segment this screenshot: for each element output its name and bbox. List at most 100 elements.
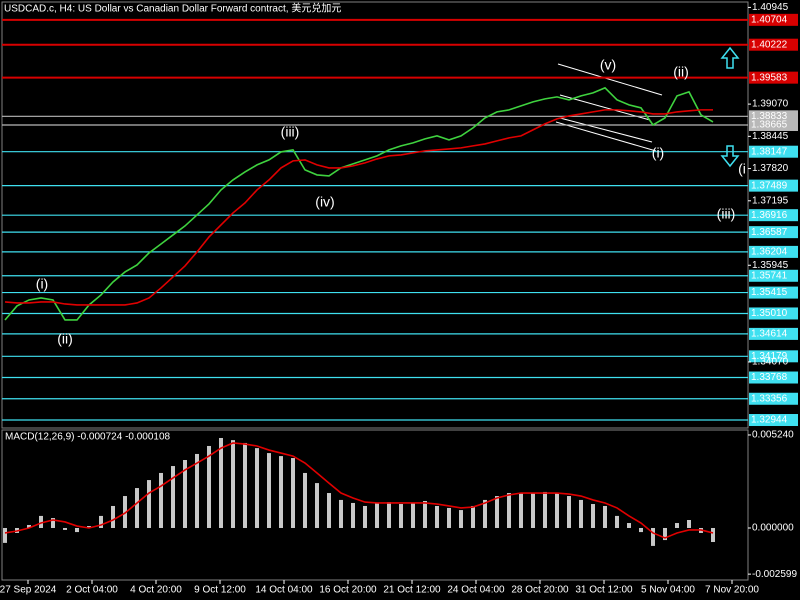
macd-frame: [1, 429, 749, 581]
macd-bar: [99, 515, 103, 528]
x-tick-label: 4 Oct 20:00: [130, 585, 182, 596]
macd-bar: [711, 527, 715, 543]
macd-bar: [27, 524, 31, 528]
y-tick-label: 1.34070: [752, 357, 789, 368]
macd-bar: [147, 480, 151, 528]
macd-bar: [339, 499, 343, 528]
macd-bar: [75, 527, 79, 533]
y-tick-label: 1.38445: [752, 131, 789, 142]
level-label: 1.40222: [751, 39, 788, 50]
wave-label: (ii): [57, 331, 73, 347]
macd-bar: [327, 493, 331, 528]
macd-bar: [519, 493, 523, 528]
macd-bar: [555, 493, 559, 528]
level-label: 1.35415: [751, 287, 788, 298]
x-tick-label: 16 Oct 20:00: [319, 585, 377, 596]
macd-bar: [495, 496, 499, 528]
macd-bar: [627, 523, 631, 528]
macd-bar: [471, 505, 475, 528]
macd-bar: [663, 527, 667, 541]
level-label-box: [749, 71, 798, 84]
down-arrow: [720, 145, 740, 168]
macd-bar: [315, 483, 319, 528]
macd-bar: [87, 526, 91, 528]
macd-bar: [3, 527, 7, 543]
level-label: 1.33356: [751, 393, 788, 404]
macd-bar: [387, 502, 391, 528]
wave-label: (iv): [315, 194, 334, 210]
y-tick-label: 1.39070: [752, 99, 789, 110]
macd-bar: [303, 472, 307, 528]
level-label-box: [749, 13, 798, 26]
y-tick-label: 1.37820: [752, 163, 789, 174]
macd-bar: [363, 505, 367, 528]
macd-bar: [267, 453, 271, 528]
y-tick-label: 1.40945: [752, 2, 789, 13]
macd-bar: [159, 472, 163, 528]
level-label: 1.40704: [751, 14, 788, 25]
macd-bar: [207, 445, 211, 528]
macd-bar: [279, 456, 283, 528]
macd-bar: [63, 527, 67, 530]
macd-bar: [675, 523, 679, 528]
y-tick-label: 1.37195: [752, 195, 789, 206]
level-label: 1.35741: [751, 270, 788, 281]
level-label: 1.34179: [751, 351, 788, 362]
x-tick-label: 14 Oct 04:00: [255, 585, 313, 596]
level-label: 1.37489: [751, 180, 788, 191]
x-tick-label: 27 Sep 2024: [0, 585, 57, 596]
macd-title: MACD(12,26,9) -0.000724 -0.000108: [5, 432, 171, 443]
macd-bar: [399, 504, 403, 528]
wave-label: (iii): [281, 124, 300, 140]
series-line: [4, 109, 713, 306]
y-tick-label: 0.005240: [752, 430, 794, 441]
level-label-box: [749, 38, 798, 51]
macd-bar: [51, 518, 55, 528]
level-label-box: [749, 179, 798, 192]
macd-bar: [111, 505, 115, 528]
macd-bar: [255, 448, 259, 528]
macd-bar: [411, 502, 415, 528]
x-tick-label: 7 Nov 20:00: [705, 585, 759, 596]
level-label-box: [749, 145, 798, 158]
macd-bar: [579, 499, 583, 528]
macd-bar: [171, 466, 175, 528]
y-tick-label: 1.35945: [752, 260, 789, 271]
macd-bar: [483, 499, 487, 528]
macd-bar: [423, 501, 427, 528]
x-tick-label: 2 Oct 04:00: [66, 585, 118, 596]
channel-line: [557, 63, 663, 96]
level-label-box: [749, 245, 798, 258]
macd-bar: [243, 442, 247, 528]
macd-bar: [615, 515, 619, 528]
macd-bar: [459, 510, 463, 528]
level-label-box: [749, 371, 798, 384]
level-label-box: [749, 307, 798, 320]
level-label: 1.35010: [751, 308, 788, 319]
x-tick-label: 31 Oct 12:00: [575, 585, 633, 596]
macd-bar: [651, 527, 655, 546]
macd-bar: [687, 520, 691, 528]
macd-bar: [195, 453, 199, 528]
macd-bar: [123, 496, 127, 528]
wave-label: (i: [738, 161, 746, 177]
wave-label: (i): [652, 145, 664, 161]
level-label: 1.34614: [751, 329, 788, 340]
level-label: 1.33768: [751, 372, 788, 383]
y-tick-label: -0.002599: [752, 569, 797, 580]
level-label: 1.32944: [751, 415, 788, 426]
x-tick-label: 5 Nov 04:00: [641, 585, 695, 596]
channel-line: [555, 121, 657, 152]
level-label: 1.36204: [751, 247, 788, 258]
series-line: [4, 86, 714, 321]
macd-bar: [375, 502, 379, 528]
x-tick-label: 9 Oct 12:00: [194, 585, 246, 596]
x-tick-label: 21 Oct 12:00: [383, 585, 441, 596]
level-label-box: [749, 226, 798, 239]
macd-bar: [291, 458, 295, 528]
level-label: 1.36587: [751, 227, 788, 238]
macd-bar: [447, 507, 451, 528]
series-line: [4, 442, 714, 539]
